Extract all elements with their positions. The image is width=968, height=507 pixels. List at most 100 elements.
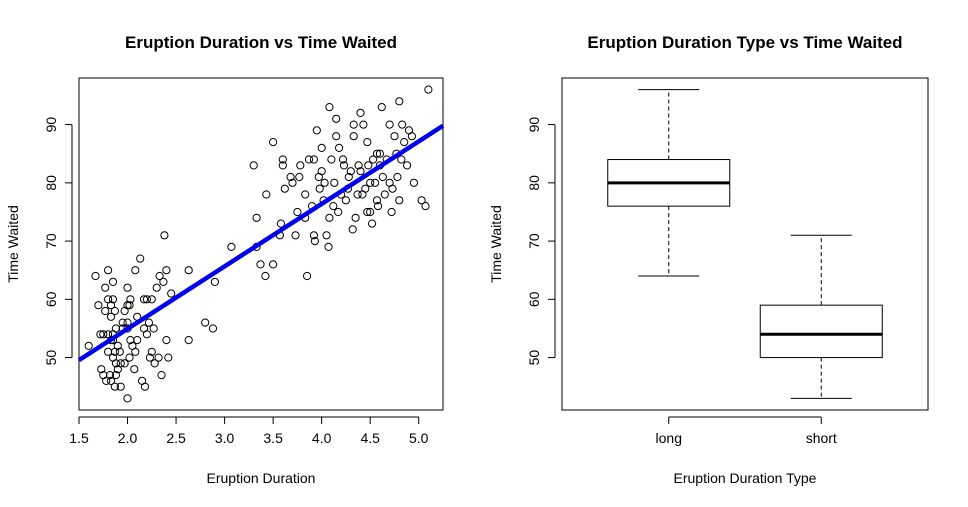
- scatter-point: [373, 202, 383, 211]
- scatter-point: [361, 184, 370, 193]
- scatter-point: [421, 202, 430, 211]
- scatter-point: [324, 242, 333, 251]
- scatter-point: [397, 155, 406, 164]
- scatter-point: [369, 155, 378, 164]
- boxplot-boxes: [607, 89, 883, 399]
- regression-line: [77, 123, 445, 363]
- scatter-point: [380, 190, 389, 199]
- scatter-point: [154, 353, 163, 362]
- scatter-point: [278, 161, 287, 170]
- scatter-point: [317, 167, 326, 176]
- scatter-point: [349, 132, 358, 141]
- scatter-x-axis-label: Eruption Duration: [207, 470, 316, 486]
- scatter-point: [256, 260, 265, 269]
- scatter-point: [372, 149, 382, 158]
- scatter-point: [131, 347, 140, 356]
- x-tick-label: 2.5: [166, 430, 186, 446]
- scatter-point: [84, 341, 93, 350]
- scatter-point: [388, 184, 397, 193]
- x-tick-label: 2.0: [118, 430, 138, 446]
- scatter-point: [162, 336, 171, 345]
- scatter-point: [106, 312, 116, 321]
- scatter-point: [325, 213, 334, 222]
- scatter-point: [269, 260, 278, 269]
- scatter-point: [351, 213, 360, 222]
- scatter-point: [349, 120, 358, 129]
- scatter-point: [286, 172, 295, 182]
- boxplot-x-axis: long short: [656, 416, 837, 446]
- scatter-point: [288, 178, 297, 187]
- scatter-point: [147, 347, 156, 356]
- y-tick-label: 50: [43, 350, 59, 366]
- scatter-point: [353, 190, 362, 199]
- scatter-point: [130, 365, 139, 374]
- scatter-point: [142, 295, 151, 304]
- scatter-point: [339, 161, 349, 170]
- scatter-point: [403, 161, 412, 170]
- scatter-point: [317, 143, 326, 152]
- scatter-point: [136, 254, 145, 263]
- scatter-point: [296, 161, 305, 170]
- scatter-point: [116, 359, 125, 368]
- scatter-point: [312, 126, 321, 135]
- scatter-point: [131, 266, 140, 275]
- scatter-point: [335, 143, 344, 152]
- x-tick-label: 4.0: [312, 430, 332, 446]
- scatter-point: [108, 277, 118, 286]
- scatter-point: [125, 353, 134, 362]
- scatter-point: [101, 306, 110, 316]
- y-tick-label: 50: [526, 350, 542, 366]
- scatter-point: [91, 271, 100, 281]
- scatter-point: [184, 336, 193, 345]
- x-tick-label: 4.5: [360, 430, 380, 446]
- x-tick-label: long: [656, 430, 682, 446]
- scatter-point: [385, 120, 394, 129]
- scatter-point: [320, 178, 329, 187]
- scatter-point: [142, 330, 151, 339]
- scatter-point: [152, 283, 161, 292]
- y-tick-label: 60: [526, 291, 542, 307]
- scatter-point: [144, 318, 153, 327]
- scatter-plot-frame: [78, 77, 444, 411]
- scatter-point: [364, 161, 373, 170]
- scatter-point: [101, 283, 110, 292]
- scatter-point: [366, 178, 375, 187]
- boxplot-x-axis-label: Eruption Duration Type: [674, 470, 817, 486]
- scatter-point: [301, 190, 310, 199]
- scatter-point: [113, 341, 122, 350]
- scatter-point: [348, 225, 357, 234]
- scatter-point: [167, 289, 176, 298]
- x-tick-label: 1.5: [69, 430, 89, 446]
- scatter-point: [201, 318, 210, 327]
- y-tick-label: 80: [43, 175, 59, 191]
- scatter-point: [356, 108, 365, 118]
- scatter-point: [359, 120, 368, 129]
- scatter-point: [155, 271, 164, 281]
- scatter-point: [160, 231, 169, 240]
- scatter-point: [104, 266, 113, 275]
- x-tick-label: 3.0: [215, 430, 235, 446]
- scatter-point: [110, 306, 120, 316]
- scatter-point: [94, 301, 103, 310]
- scatter-point: [97, 365, 106, 374]
- scatter-point: [111, 359, 121, 368]
- scatter-point: [140, 382, 150, 391]
- scatter-point: [295, 172, 304, 182]
- y-tick-label: 70: [43, 233, 59, 249]
- scatter-point: [139, 295, 149, 304]
- x-tick-label: 5.0: [409, 430, 429, 446]
- scatter-point: [303, 271, 312, 281]
- scatter-point: [145, 353, 154, 362]
- scatter-point: [344, 172, 353, 182]
- scatter-point: [115, 347, 124, 356]
- scatter-point: [354, 161, 363, 170]
- scatter-point: [398, 120, 407, 129]
- scatter-point: [149, 324, 158, 333]
- scatter-point: [126, 295, 135, 304]
- scatter-point: [375, 149, 384, 158]
- scatter-point: [162, 266, 171, 275]
- scatter-point: [106, 301, 116, 310]
- scatter-point: [159, 277, 168, 286]
- boxplot-title: Eruption Duration Type vs Time Waited: [587, 33, 902, 52]
- scatter-point: [120, 359, 129, 368]
